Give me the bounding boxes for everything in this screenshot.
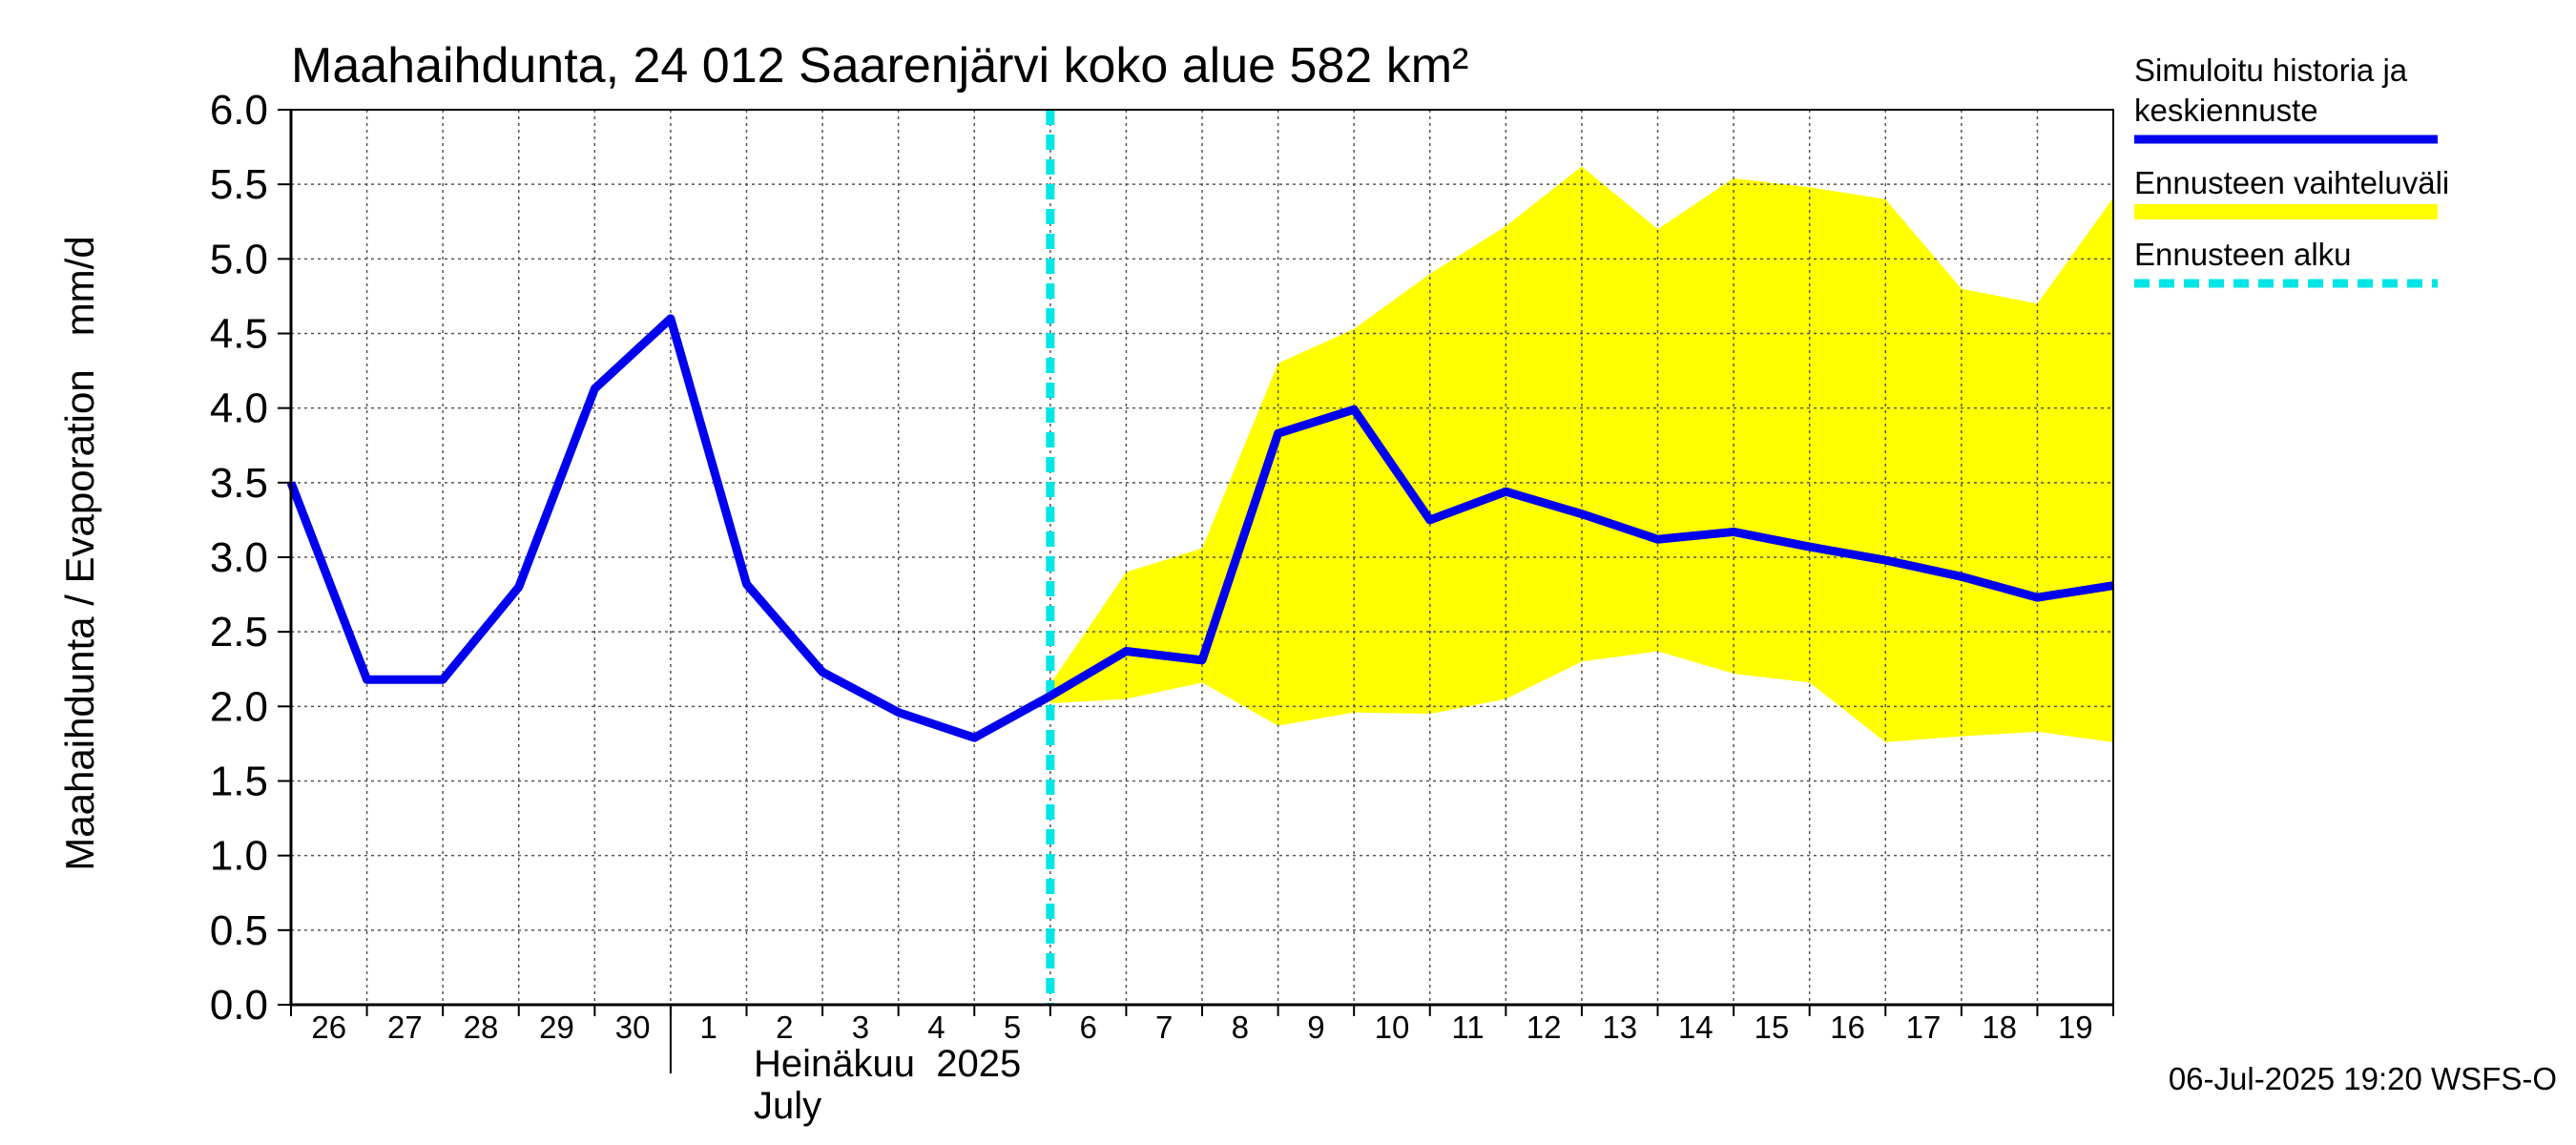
x-tick-label: 4 [927, 1010, 945, 1045]
x-tick-label: 1 [700, 1010, 717, 1045]
month-label-fi: Heinäkuu 2025 [754, 1043, 1021, 1085]
x-tick-label: 2 [776, 1010, 793, 1045]
month-label-en: July [754, 1085, 821, 1127]
timestamp-footer: 06-Jul-2025 19:20 WSFS-O [2168, 1061, 2557, 1096]
y-tick-label: 5.5 [210, 161, 268, 208]
x-tick-label: 17 [1906, 1010, 1942, 1045]
x-tick-label: 11 [1451, 1010, 1484, 1045]
y-tick-label: 0.0 [210, 982, 268, 1029]
x-tick-label: 10 [1375, 1010, 1410, 1045]
x-tick-label: 7 [1155, 1010, 1173, 1045]
y-tick-label: 2.0 [210, 683, 268, 730]
y-tick-label: 5.0 [210, 236, 268, 282]
x-tick-label: 13 [1602, 1010, 1637, 1045]
legend-label: Ennusteen vaihteluväli [2134, 165, 2449, 200]
y-tick-label: 4.0 [210, 385, 268, 432]
y-tick-label: 4.5 [210, 311, 268, 358]
series-line [286, 314, 2114, 742]
forecast-band-area [1049, 166, 2113, 742]
y-tick-label: 3.5 [210, 460, 268, 507]
x-tick-label: 5 [1004, 1010, 1021, 1045]
chart-title: Maahaihdunta, 24 012 Saarenjärvi koko al… [291, 38, 1468, 94]
x-tick-label: 19 [2058, 1010, 2093, 1045]
x-tick-label: 28 [464, 1010, 499, 1045]
y-tick-labels: 0.0 0.5 1.0 1.5 2.0 2.5 3.0 3.5 4.0 4.5 5.0 5.5 6.0 [210, 87, 291, 1029]
y-axis-label: Maahaihdunta / Evaporation mm/d [57, 236, 102, 870]
series-lines [286, 314, 2114, 742]
forecast-range-band [1049, 166, 2113, 742]
x-tick-labels: 26 27 28 29 30 1 2 3 4 5 6 7 8 9 10 11 12 13 14 15 16 17 18 19 [290, 1005, 2114, 1045]
x-tick-label: 9 [1307, 1010, 1324, 1045]
grid-lines [291, 109, 2113, 1006]
x-tick-label: 15 [1755, 1010, 1790, 1045]
y-tick-label: 6.0 [210, 87, 268, 134]
y-tick-label: 2.5 [210, 609, 268, 656]
x-tick-label: 14 [1678, 1010, 1714, 1045]
y-tick-label: 3.0 [210, 534, 268, 581]
x-tick-label: 30 [615, 1010, 651, 1045]
x-tick-label: 26 [311, 1010, 346, 1045]
y-tick-label: 1.0 [210, 833, 268, 880]
x-tick-label: 6 [1079, 1010, 1096, 1045]
x-tick-label: 12 [1527, 1010, 1562, 1045]
x-tick-label: 8 [1232, 1010, 1249, 1045]
x-tick-label: 27 [387, 1010, 423, 1045]
x-tick-label: 3 [852, 1010, 869, 1045]
x-tick-label: 29 [539, 1010, 574, 1045]
x-tick-label: 18 [1982, 1010, 2017, 1045]
legend: Simuloitu historia ja keskiennuste Ennuste… [2134, 52, 2449, 288]
x-tick-label: 16 [1830, 1010, 1865, 1045]
legend-label: Simuloitu historia ja [2134, 52, 2408, 88]
y-tick-label: 0.5 [210, 907, 268, 954]
legend-label: keskiennuste [2134, 93, 2318, 128]
y-tick-label: 1.5 [210, 759, 268, 805]
legend-label: Ennusteen alku [2134, 237, 2352, 272]
